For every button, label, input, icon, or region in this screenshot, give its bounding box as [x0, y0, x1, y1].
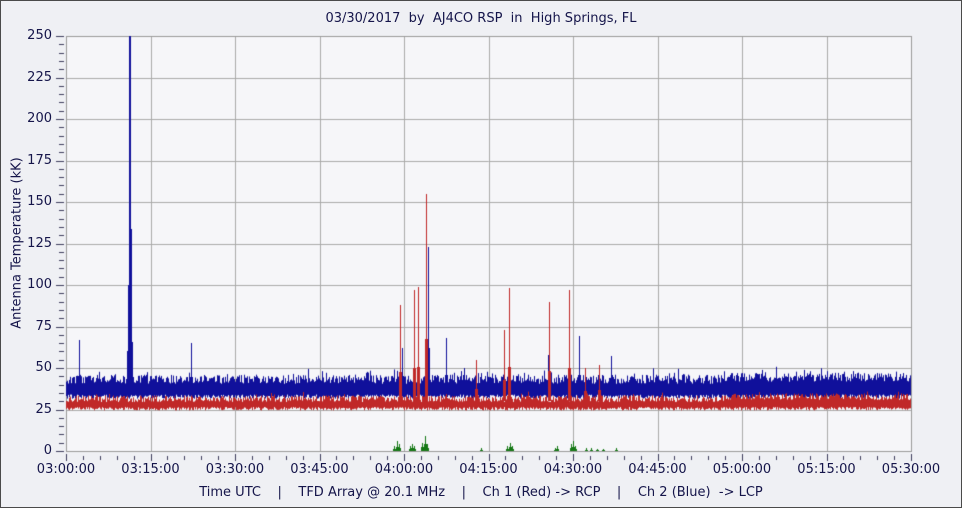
x-tick-label: 04:30:00 — [543, 462, 603, 477]
y-tick-label: 225 — [27, 69, 52, 85]
y-tick-label: 125 — [27, 235, 52, 251]
x-tick-label: 03:00:00 — [36, 462, 96, 477]
chart-title: 03/30/2017 by AJ4CO RSP in High Springs,… — [325, 11, 637, 26]
y-tick-label: 250 — [27, 28, 52, 43]
y-axis-tick-labels: 0 25 50 75 100 125 150 175 200 225 250 — [1, 1, 56, 507]
y-tick-label: 75 — [35, 318, 52, 334]
x-axis-tick-labels: 03:00:00 03:15:00 03:30:00 03:45:00 04:00:00… — [1, 462, 961, 480]
y-tick-label: 150 — [27, 194, 52, 209]
y-tick-label: 25 — [35, 401, 52, 417]
y-tick-label: 0 — [43, 443, 52, 458]
x-tick-label: 04:15:00 — [459, 462, 518, 477]
y-tick-label: 200 — [27, 111, 52, 126]
y-tick-label: 100 — [27, 277, 52, 292]
x-tick-label: 05:15:00 — [797, 462, 856, 477]
y-tick-label: 50 — [35, 360, 52, 375]
x-tick-label: 04:00:00 — [374, 462, 434, 477]
x-tick-label: 05:30:00 — [881, 462, 941, 477]
x-tick-label: 03:45:00 — [290, 462, 349, 477]
x-tick-label: 03:30:00 — [205, 462, 265, 477]
x-tick-label: 04:45:00 — [628, 462, 687, 477]
y-tick-label: 175 — [27, 152, 52, 168]
x-axis-caption: Time UTC | TFD Array @ 20.1 MHz | Ch 1 (… — [199, 485, 763, 500]
x-tick-label: 05:00:00 — [712, 462, 772, 477]
x-tick-label: 03:15:00 — [121, 462, 180, 477]
